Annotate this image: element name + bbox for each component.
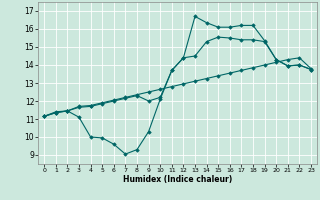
X-axis label: Humidex (Indice chaleur): Humidex (Indice chaleur) (123, 175, 232, 184)
